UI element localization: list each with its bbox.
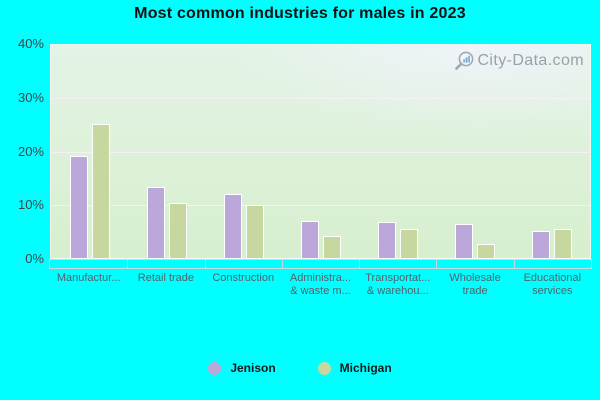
bar-group [205, 45, 282, 258]
bar-michigan [91, 124, 110, 258]
citydata-watermark: City-Data.com [453, 50, 584, 72]
chart-title: Most common industries for males in 2023 [134, 5, 466, 22]
y-tick-30%: 30% [17, 89, 44, 105]
bar-michigan [553, 229, 572, 258]
legend-item-jenison: Jenison [208, 361, 276, 375]
gridline-10 [51, 204, 590, 206]
x-axis-label: Wholesale trade [449, 272, 501, 297]
x-axis-labels: Manufactur... Retail trade Construction Adm… [50, 272, 591, 298]
x-axis-tick [204, 260, 206, 268]
bar-jenison [454, 224, 473, 258]
legend-label-michigan: Michigan [339, 361, 392, 375]
bar-group [128, 45, 205, 258]
bar-group [51, 45, 128, 258]
x-axis-label: Construction [212, 272, 275, 284]
legend-item-michigan: Michigan [317, 361, 392, 375]
y-tick-0%: 0% [25, 251, 44, 266]
bar-michigan [245, 205, 264, 258]
legend-dot-jenison [208, 361, 222, 375]
x-axis-label: Transportat... & warehou... [365, 272, 431, 297]
bar-group [513, 45, 590, 258]
x-axis-tick [281, 260, 283, 268]
x-axis-tick [436, 260, 438, 268]
x-axis-strip [49, 259, 592, 269]
x-axis-label: Administra... & waste m... [289, 272, 352, 297]
bar-michigan [322, 235, 341, 258]
bar-jenison [531, 231, 550, 258]
y-tick-20%: 20% [17, 143, 44, 159]
bar-michigan [399, 228, 418, 258]
bar-michigan [168, 202, 187, 258]
x-axis-tick [513, 260, 515, 268]
plot-area: City-Data.com [50, 44, 591, 259]
x-axis-tick [359, 260, 361, 268]
bar-group [359, 45, 436, 258]
bar-jenison [69, 156, 88, 258]
x-axis-tick [127, 260, 129, 268]
gridline-20 [51, 151, 590, 153]
bar-group [282, 45, 359, 258]
x-axis-label: Educational services [523, 272, 582, 297]
legend-dot-michigan [317, 361, 331, 375]
bar-jenison [377, 221, 396, 258]
gridline-30 [51, 98, 590, 100]
bar-jenison [300, 221, 319, 258]
bar-groups [51, 45, 590, 258]
y-tick-10%: 10% [17, 197, 44, 213]
watermark-text: City-Data.com [477, 52, 584, 69]
bar-group [436, 45, 513, 258]
x-axis-label: Retail trade [137, 272, 195, 284]
y-tick-40%: 40% [17, 36, 44, 51]
x-axis-label: Manufactur... [56, 272, 121, 284]
legend-label-jenison: Jenison [230, 361, 276, 375]
bar-jenison [223, 194, 242, 258]
magnifier-bars-icon [455, 51, 474, 70]
bar-jenison [146, 186, 165, 258]
legend: Jenison Michigan [0, 361, 600, 375]
bar-michigan [476, 244, 495, 258]
